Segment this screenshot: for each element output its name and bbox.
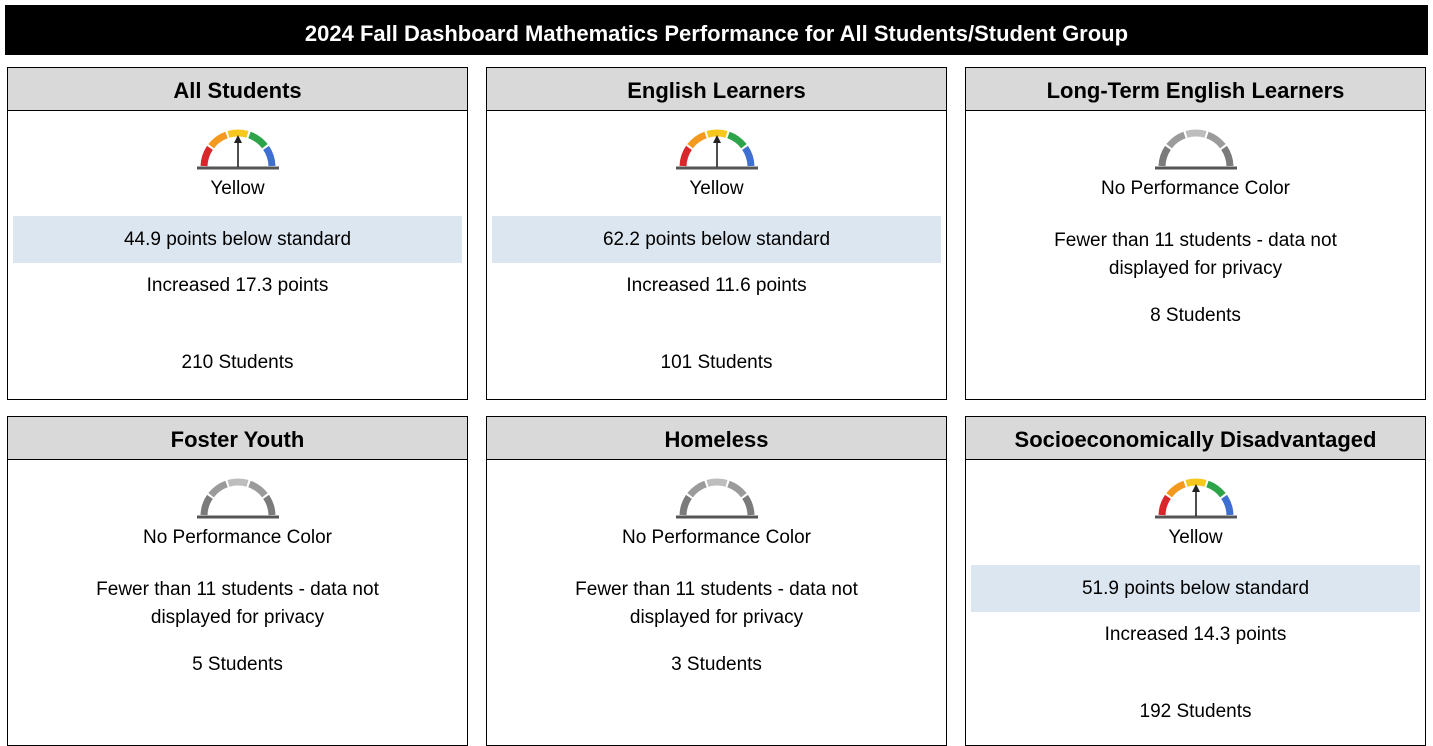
group-card: All Students Yellow 44.9 points below stan…	[7, 67, 468, 400]
gauge-segment	[726, 131, 747, 149]
gauge-segment	[1205, 131, 1226, 149]
change-text: Increased 14.3 points	[1104, 624, 1287, 645]
color-label: Yellow	[210, 178, 265, 199]
privacy-note: Fewer than 11 students - data not displa…	[96, 579, 379, 628]
gauge-segment	[207, 131, 228, 149]
gauge-segment	[679, 145, 692, 167]
color-label: No Performance Color	[621, 527, 812, 548]
color-label: Yellow	[1168, 527, 1223, 548]
gauge-segment	[1158, 145, 1171, 167]
gauge-segment	[686, 480, 707, 498]
status-band: 62.2 points below standard	[492, 216, 941, 263]
gauge-segment	[1165, 480, 1186, 498]
gauge-icon	[675, 478, 758, 519]
student-count: 192 Students	[1139, 701, 1252, 722]
gauge-segment	[200, 145, 213, 167]
group-card: Homeless No Performance Color Fewer than 1…	[486, 416, 947, 746]
gauge-segment	[705, 129, 728, 138]
status-band: 51.9 points below standard	[971, 565, 1420, 612]
group-card: Socioeconomically Disadvantaged Yellow 51.…	[965, 416, 1426, 746]
gauge-segment	[1220, 145, 1233, 167]
student-count: 210 Students	[181, 352, 294, 373]
gauge-segment	[686, 131, 707, 149]
gauge-segment	[1158, 494, 1171, 516]
gauge-segment	[262, 145, 275, 167]
gauge-segment	[247, 480, 268, 498]
gauge-needle-head	[233, 135, 242, 143]
page-title: 2024 Fall Dashboard Mathematics Performa…	[5, 5, 1428, 55]
group-card: English Learners Yellow 62.2 points below …	[486, 67, 947, 400]
gauge-segment	[247, 131, 268, 149]
student-count: 8 Students	[1150, 305, 1241, 326]
card-title: Homeless	[487, 417, 946, 460]
gauge-segment	[226, 129, 249, 138]
gauge-segment	[726, 480, 747, 498]
gauge-segment	[1220, 494, 1233, 516]
gauge-icon	[196, 129, 279, 170]
color-label: No Performance Color	[1100, 178, 1291, 199]
gauge-needle-head	[712, 135, 721, 143]
gauge-segment	[207, 480, 228, 498]
card-title: Long-Term English Learners	[966, 68, 1425, 111]
gauge-segment	[226, 478, 249, 487]
gauge-segment	[741, 145, 754, 167]
student-count: 101 Students	[660, 352, 773, 373]
color-label: Yellow	[689, 178, 744, 199]
gauge-segment	[200, 494, 213, 516]
gauge-segment	[679, 494, 692, 516]
privacy-note: Fewer than 11 students - data not displa…	[575, 579, 858, 628]
change-text: Increased 17.3 points	[146, 275, 329, 296]
gauge-needle-head	[1191, 484, 1200, 492]
student-count: 5 Students	[192, 654, 283, 675]
card-title: English Learners	[487, 68, 946, 111]
color-label: No Performance Color	[142, 527, 333, 548]
card-title: All Students	[8, 68, 467, 111]
gauge-segment	[705, 478, 728, 487]
group-card: Long-Term English Learners No Performance…	[965, 67, 1426, 400]
gauge-segment	[1205, 480, 1226, 498]
privacy-note: Fewer than 11 students - data not displa…	[1054, 230, 1337, 279]
card-title: Foster Youth	[8, 417, 467, 460]
gauge-segment	[1184, 478, 1207, 487]
status-band: 44.9 points below standard	[13, 216, 462, 263]
gauge-segment	[1184, 129, 1207, 138]
gauge-segment	[1165, 131, 1186, 149]
gauge-icon	[675, 129, 758, 170]
gauge-icon	[1154, 129, 1237, 170]
group-card: Foster Youth No Performance Color Fewer th…	[7, 416, 468, 746]
card-title: Socioeconomically Disadvantaged	[966, 417, 1425, 460]
student-count: 3 Students	[671, 654, 762, 675]
change-text: Increased 11.6 points	[626, 275, 807, 296]
gauge-segment	[741, 494, 754, 516]
gauge-icon	[1154, 478, 1237, 519]
gauge-segment	[262, 494, 275, 516]
gauge-icon	[196, 478, 279, 519]
